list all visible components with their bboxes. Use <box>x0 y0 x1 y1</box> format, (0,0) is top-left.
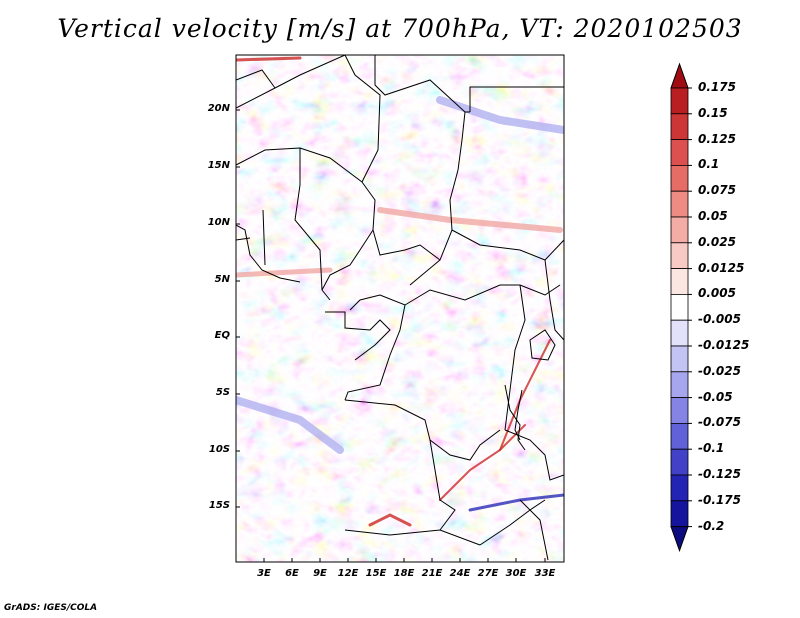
border-kenya <box>544 259 564 341</box>
border-niger-chad <box>344 55 381 231</box>
lake-outline <box>504 384 526 451</box>
colorbar-label: -0.025 <box>698 363 741 378</box>
lon-label: 30E <box>505 568 527 579</box>
colorbar-label: -0.125 <box>698 467 741 481</box>
border-congo-drc <box>344 304 406 401</box>
lat-label: 20N <box>207 103 230 114</box>
border-car-drc <box>349 284 520 311</box>
lon-label: 15E <box>365 568 387 579</box>
colorbar-label: 0.0125 <box>698 260 745 275</box>
lon-label: 3E <box>257 568 271 579</box>
lake-tanganyika <box>514 389 523 441</box>
colorbar-swatch <box>670 268 689 295</box>
colorbar-label: -0.1 <box>698 441 725 456</box>
axis-ticks <box>236 109 546 562</box>
lon-label: 18E <box>393 568 415 579</box>
border-sudan-ssudan <box>451 229 564 261</box>
colorbar-label: -0.2 <box>698 518 725 533</box>
border-ghana-togo <box>236 237 251 241</box>
lat-label: 10S <box>208 444 230 455</box>
colorbar-label: -0.005 <box>698 312 741 327</box>
colorbar-label: 0.05 <box>698 209 728 223</box>
colorbar-label: 0.025 <box>698 234 736 249</box>
vertical-velocity-field <box>236 55 564 562</box>
colorbar-top-arrow <box>670 62 689 89</box>
colorbar-label: -0.05 <box>698 389 733 404</box>
colorbar-label: 0.15 <box>698 105 728 120</box>
border-nigeria-cameroon <box>294 148 331 301</box>
colorbar-label: 0.005 <box>698 286 736 301</box>
lat-label: 5N <box>214 274 230 285</box>
colorbar-swatch <box>670 448 689 476</box>
lon-label: 21E <box>421 568 443 579</box>
velocity-feature <box>236 267 333 278</box>
lon-label: 9E <box>313 568 327 579</box>
border-angola-zambia <box>429 439 456 531</box>
border-chad-car <box>372 229 441 261</box>
colorbar-swatch <box>670 139 689 166</box>
border-egypt-sudan <box>469 86 564 112</box>
colorbar-swatch <box>670 113 689 141</box>
colorbar-swatch <box>670 500 689 527</box>
grads-credit: GrADS: IGES/COLA <box>4 603 98 613</box>
colorbar-swatch <box>670 242 689 270</box>
colorbar-swatch <box>670 319 689 347</box>
lon-label: 24E <box>449 568 471 579</box>
velocity-feature <box>439 424 526 501</box>
colorbar-label: -0.175 <box>698 492 741 507</box>
colorbar-label: -0.075 <box>698 415 741 430</box>
colorbar <box>670 62 692 553</box>
colorbar-bottom-arrow <box>670 526 689 553</box>
plot-frame <box>235 54 565 563</box>
border-tanzania <box>504 429 564 481</box>
border-ssudan-drc <box>519 284 561 296</box>
colorbar-swatch <box>670 164 689 192</box>
colorbar-swatch <box>670 345 689 373</box>
velocity-feature <box>499 339 551 451</box>
velocity-feature <box>236 56 302 62</box>
colorbar-label: 0.1 <box>698 157 720 172</box>
colorbar-label: 0.125 <box>698 131 736 146</box>
colorbar-swatch <box>670 216 689 244</box>
border-west-coast <box>236 224 301 283</box>
lat-label: EQ <box>214 330 230 341</box>
border-algeria-mali <box>236 69 276 89</box>
colorbar-swatch <box>670 190 689 218</box>
border-libya-egypt <box>374 55 470 113</box>
colorbar-label: 0.075 <box>698 183 736 198</box>
velocity-feature <box>236 396 344 454</box>
border-algeria-niger <box>236 55 346 109</box>
colorbar-swatch <box>670 87 689 115</box>
colorbar-label: 0.175 <box>698 80 736 94</box>
velocity-feature <box>368 513 412 527</box>
country-borders <box>236 55 564 561</box>
border-mozambique <box>519 499 549 561</box>
colorbar-swatch <box>670 397 689 424</box>
border-zambia-south <box>479 499 546 546</box>
border-cameroon-car <box>321 229 374 291</box>
lon-label: 6E <box>285 568 299 579</box>
colorbar-swatch <box>670 474 689 502</box>
lat-label: 15S <box>208 500 230 511</box>
velocity-feature <box>436 96 564 134</box>
border-angola-namibia <box>344 529 481 546</box>
border-drc-angola <box>344 399 501 461</box>
lat-label: 15N <box>207 160 230 171</box>
map-title: Vertical velocity [m/s] at 700hPa, VT: 2… <box>57 14 743 43</box>
colorbar-swatch <box>670 371 689 398</box>
colorbar-swatch <box>670 293 689 321</box>
border-gabon-congo <box>325 311 391 361</box>
lat-label: 5S <box>215 387 230 398</box>
lat-label: 10N <box>207 217 230 228</box>
lake-victoria <box>529 329 556 361</box>
colorbar-label: -0.0125 <box>698 338 750 352</box>
lon-label: 33E <box>534 568 556 579</box>
colorbar-swatch <box>670 422 689 450</box>
border-nigeria-benin <box>262 209 266 266</box>
velocity-feature <box>377 207 563 233</box>
lon-label: 27E <box>477 568 499 579</box>
lon-label: 12E <box>337 568 359 579</box>
